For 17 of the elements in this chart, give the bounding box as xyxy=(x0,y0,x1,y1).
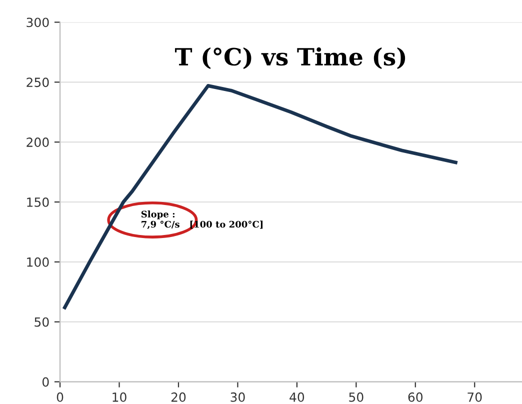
x-tick-label: 60 xyxy=(408,392,423,402)
y-tick-label: 0 xyxy=(42,377,49,387)
y-tick-label: 200 xyxy=(26,138,49,147)
x-tick-label: 10 xyxy=(112,392,126,402)
y-tick-label: 300 xyxy=(26,18,49,28)
x-tick-label: 0 xyxy=(56,392,64,402)
x-tick-label: 50 xyxy=(349,392,364,402)
y-tick-label: 250 xyxy=(26,78,49,88)
x-tick-label: 30 xyxy=(230,392,245,402)
x-tick-label: 20 xyxy=(171,392,186,402)
x-tick-label: 40 xyxy=(290,392,304,402)
y-tick-label: 100 xyxy=(27,257,49,267)
x-tick-label: 70 xyxy=(468,392,482,402)
text: T (°C) vs Time (s) xyxy=(174,47,406,70)
y-tick-label: 50 xyxy=(34,317,49,327)
line-series xyxy=(63,84,458,310)
y-tick-label: 150 xyxy=(27,197,49,207)
